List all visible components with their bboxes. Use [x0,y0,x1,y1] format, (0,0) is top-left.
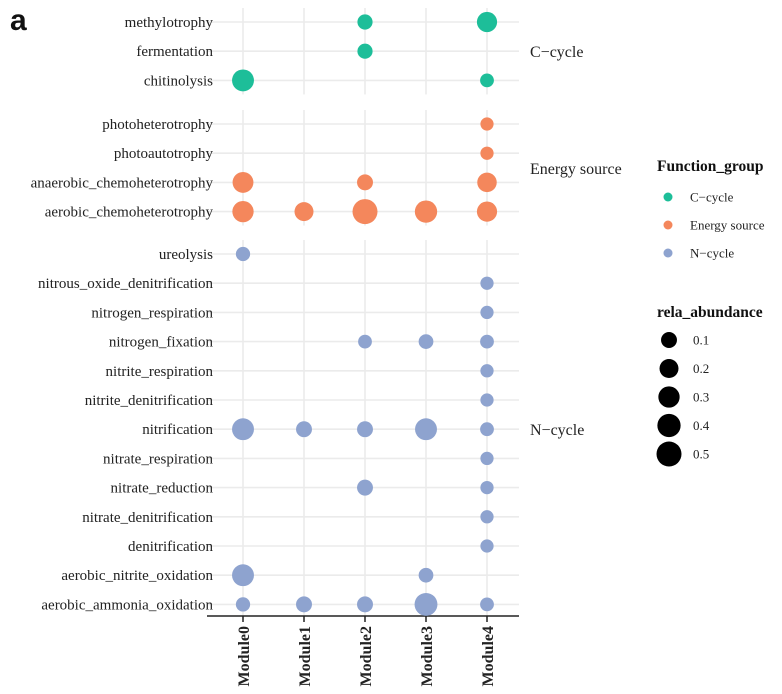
data-point [357,479,373,496]
data-point [480,451,494,466]
facet-strip-label: C−cycle [530,44,583,61]
data-point [232,418,254,441]
facet-strip-label: N−cycle [530,422,584,439]
data-point [235,246,251,262]
data-point [357,596,373,613]
data-point [476,11,498,33]
data-point [296,596,312,613]
y-tick-label: anaerobic_chemoheterotrophy [31,175,214,191]
panel-label: a [10,4,27,37]
data-point [357,421,373,438]
data-points [232,11,498,616]
x-tick-label: Module2 [358,626,375,686]
facet-strip-label: Energy source [530,161,622,178]
legend: Function_group rela_abundance C−cycle Ene… [656,158,765,467]
x-tick-label: Module3 [419,626,436,686]
legend-size-key [656,441,682,467]
y-tick-label: nitrogen_respiration [91,305,213,321]
y-tick-label: photoautotrophy [114,146,214,162]
data-point [480,117,494,131]
legend-size-key [661,332,677,348]
data-point [418,567,434,583]
data-point [232,69,254,92]
data-point [480,422,494,437]
y-tick-label: nitrification [142,422,213,438]
legend-size-title: rela_abundance [657,304,763,321]
legend-size-key [657,413,681,438]
legend-size-label: 0.4 [693,418,710,433]
x-tick-label: Module1 [297,626,314,686]
data-point [480,146,494,160]
data-point [414,592,438,616]
data-point [418,334,434,349]
data-point [480,364,494,378]
y-axis-labels: methylotrophy fermentation chitinolysis pho… [31,15,214,613]
x-axis-labels: Module0 Module1 Module2 Module3 Module4 [236,626,497,686]
y-tick-label: nitrate_respiration [103,451,213,467]
x-tick-label: Module0 [236,626,253,686]
legend-size-label: 0.5 [693,447,709,462]
y-tick-label: nitrate_reduction [111,481,214,497]
y-tick-label: aerobic_chemoheterotrophy [45,205,214,221]
data-point [414,200,438,223]
data-point [480,393,494,407]
y-tick-label: ureolysis [159,247,213,263]
data-point [480,510,494,524]
data-point [232,200,254,223]
data-point [480,480,494,495]
data-point [480,276,494,290]
data-point [352,199,378,225]
legend-color-label: C−cycle [690,190,734,205]
y-tick-label: aerobic_nitrite_oxidation [61,568,213,584]
legend-color-key [663,192,673,202]
data-point [294,202,314,222]
legend-size-label: 0.2 [693,361,709,376]
data-point [232,564,254,587]
y-tick-label: aerobic_ammonia_oxidation [41,597,213,613]
legend-color-label: N−cycle [690,246,734,261]
x-axis [207,615,519,622]
y-tick-label: nitrite_denitrification [85,393,214,409]
legend-color-label: Energy source [690,218,765,233]
data-point [357,174,373,191]
facet-strip-labels: C−cycle Energy source N−cycle [530,44,622,439]
data-point [480,73,494,88]
data-point [476,201,498,222]
y-tick-label: nitrogen_fixation [109,335,214,351]
data-point [357,14,373,30]
y-tick-label: methylotrophy [125,15,214,31]
legend-color-title: Function_group [657,158,764,175]
data-point [480,539,494,553]
legend-color-key [663,220,673,230]
y-tick-label: nitrate_denitrification [82,510,213,526]
data-point [480,305,494,320]
y-tick-label: nitrous_oxide_denitrification [38,276,213,292]
data-point [480,334,494,349]
y-tick-label: denitrification [128,539,213,555]
data-point [357,43,373,59]
y-tick-label: chitinolysis [144,73,213,89]
legend-size-key [659,359,679,378]
data-point [235,597,251,612]
data-point [358,334,372,349]
y-tick-label: fermentation [136,44,213,60]
data-point [415,418,437,441]
legend-color-key [663,248,673,258]
x-tick-label: Module4 [480,626,497,686]
legend-size-key [658,386,680,408]
data-point [477,172,497,193]
legend-size-label: 0.1 [693,333,709,348]
data-point [296,421,312,438]
y-tick-label: photoheterotrophy [102,117,213,133]
y-tick-label: nitrite_respiration [106,364,214,380]
data-point [232,171,254,193]
data-point [480,597,494,612]
legend-size-label: 0.3 [693,390,709,405]
